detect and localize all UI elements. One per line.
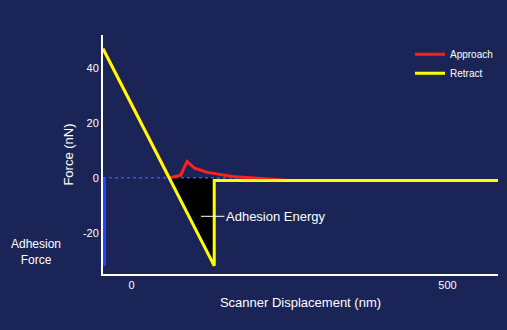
svg-text:Adhesion Energy: Adhesion Energy <box>226 209 326 224</box>
svg-text:0: 0 <box>128 279 134 291</box>
svg-text:20: 20 <box>87 117 99 129</box>
svg-text:Force (nN): Force (nN) <box>61 123 76 185</box>
svg-text:AdhesionForce: AdhesionForce <box>11 237 61 267</box>
svg-text:Retract: Retract <box>450 68 482 79</box>
svg-text:0: 0 <box>93 172 99 184</box>
svg-text:40: 40 <box>87 62 99 74</box>
svg-text:-20: -20 <box>83 227 99 239</box>
svg-text:Approach: Approach <box>450 49 493 60</box>
svg-text:500: 500 <box>438 279 456 291</box>
svg-text:Scanner Displacement (nm): Scanner Displacement (nm) <box>220 295 381 310</box>
